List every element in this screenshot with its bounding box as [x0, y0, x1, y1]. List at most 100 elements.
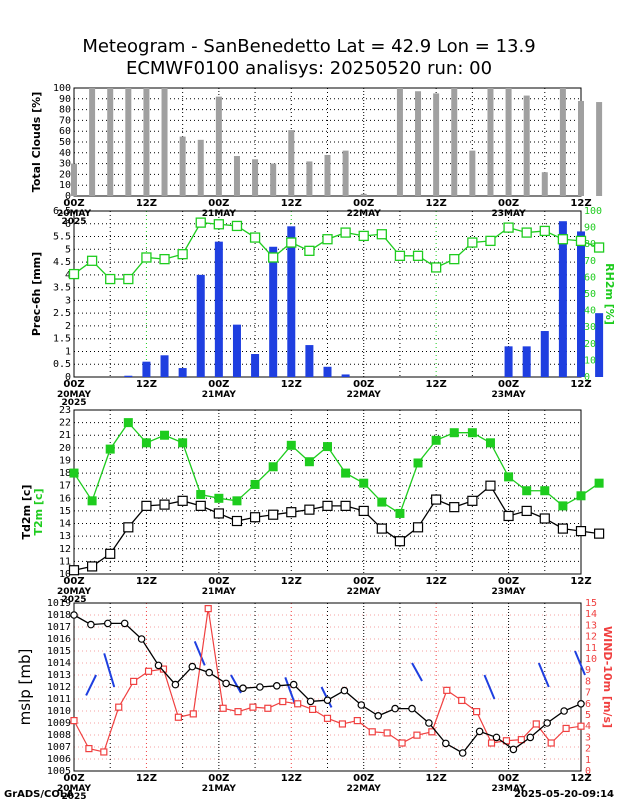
rh-point	[467, 237, 478, 248]
y-axis-label: Total Clouds [%]	[30, 92, 43, 192]
mslp-point	[205, 668, 214, 677]
precip-bar	[323, 366, 332, 377]
cloud-bar	[179, 136, 186, 196]
t2m-point	[69, 468, 79, 478]
mslp-point	[154, 661, 163, 670]
precip-bar	[577, 231, 585, 377]
wind-point	[473, 708, 481, 716]
wind-point	[368, 728, 376, 736]
x-date-label: 22MAY	[347, 390, 382, 400]
td2m-point	[177, 495, 188, 506]
cloud-bar	[469, 150, 476, 196]
rh-point	[268, 252, 279, 263]
wind-point	[85, 744, 93, 753]
wind-barb	[483, 674, 496, 700]
y-tick-label: 6.5	[53, 206, 71, 217]
wind-barb	[284, 677, 297, 706]
y-axis-label-td2m: Td2m [c]	[20, 485, 33, 540]
rh-point	[249, 232, 261, 243]
mslp-point	[256, 683, 264, 691]
rh-point	[485, 235, 496, 247]
t2m-point	[522, 486, 532, 496]
y-tick-label: 3.5	[53, 283, 71, 294]
wind-point	[532, 720, 540, 728]
x-tick-label: 12Z	[136, 576, 157, 587]
y-tick-label: 1017	[47, 622, 71, 633]
cloud-bar	[342, 150, 349, 196]
t2m-point	[449, 428, 459, 438]
y-tick-label: 23	[59, 405, 71, 416]
y-axis-label-t2m: T2m [c]	[32, 488, 45, 535]
y-tick-label: 90	[59, 94, 71, 105]
cloud-bar	[197, 139, 204, 196]
y2-tick-label: 40	[584, 306, 596, 317]
x-tick-label: 12Z	[281, 379, 302, 390]
y-tick-label: 1007	[47, 742, 71, 753]
y2-tick-label: 14	[585, 609, 597, 620]
wind-point	[577, 722, 585, 730]
mslp-point	[289, 680, 298, 689]
footer-left: GrADS/COLA	[4, 789, 74, 800]
td2m-point	[594, 528, 605, 539]
wind-point	[428, 728, 436, 736]
wind-point	[159, 665, 168, 673]
wind-point	[204, 604, 212, 613]
t2m-point	[341, 468, 351, 478]
t2m-point	[178, 438, 188, 448]
t2m-point	[431, 435, 441, 445]
footer-right: 2025-05-20-09:14	[514, 789, 614, 800]
y2-tick-label: 2	[585, 744, 591, 755]
y-tick-label: 12	[59, 544, 71, 555]
wind-point	[70, 716, 78, 725]
t2m-point	[359, 478, 369, 488]
y2-tick-label: 11	[585, 643, 597, 654]
y-tick-label: 3	[65, 295, 71, 306]
wind-point	[413, 731, 421, 739]
wind-point	[144, 667, 153, 675]
y-tick-label: 1018	[47, 610, 71, 621]
td2m-point	[412, 522, 424, 533]
x-tick-label: 00Z	[63, 379, 84, 390]
cloud-bar	[487, 88, 494, 196]
y-tick-label: 1019	[47, 598, 71, 609]
mslp-point	[408, 704, 416, 713]
y-tick-label: 2	[65, 321, 71, 332]
y-tick-label: 1014	[47, 658, 71, 669]
cloud-bar	[270, 163, 277, 196]
t2m-point	[286, 440, 296, 450]
y-tick-label: 0	[65, 372, 71, 383]
mslp-point	[87, 620, 95, 629]
rh-point	[159, 253, 170, 265]
y-tick-label: 18	[59, 468, 71, 479]
td2m-point	[521, 505, 532, 517]
precip-bar	[595, 313, 604, 377]
rh-point	[539, 225, 550, 237]
y-tick-label: 30	[59, 159, 71, 170]
td2m-point	[322, 500, 333, 511]
t2m-point	[214, 493, 224, 503]
cloud-bar	[125, 88, 132, 196]
mslp-point	[475, 727, 484, 736]
t2m-point	[413, 458, 423, 468]
x-year-label: 2025	[61, 398, 86, 408]
x-tick-label: 00Z	[63, 773, 84, 784]
rh-point	[231, 220, 243, 232]
x-tick-label: 12Z	[570, 773, 591, 784]
t2m-point	[196, 490, 206, 500]
td2m-point	[467, 495, 478, 506]
y-tick-label: 1012	[47, 682, 71, 693]
wind-point	[264, 704, 272, 712]
mslp-point	[374, 711, 383, 720]
rh-point	[286, 237, 297, 248]
precip-bar	[341, 374, 350, 377]
x-tick-label: 12Z	[136, 379, 157, 390]
mslp-point	[560, 707, 568, 715]
t2m-point	[576, 491, 586, 501]
y-tick-label: 5.5	[53, 232, 71, 243]
y2-tick-label: 50	[584, 289, 596, 300]
panel-frame	[73, 602, 582, 772]
x-tick-label: 12Z	[570, 198, 591, 209]
rh-point	[322, 234, 333, 245]
wind-point	[443, 686, 451, 694]
